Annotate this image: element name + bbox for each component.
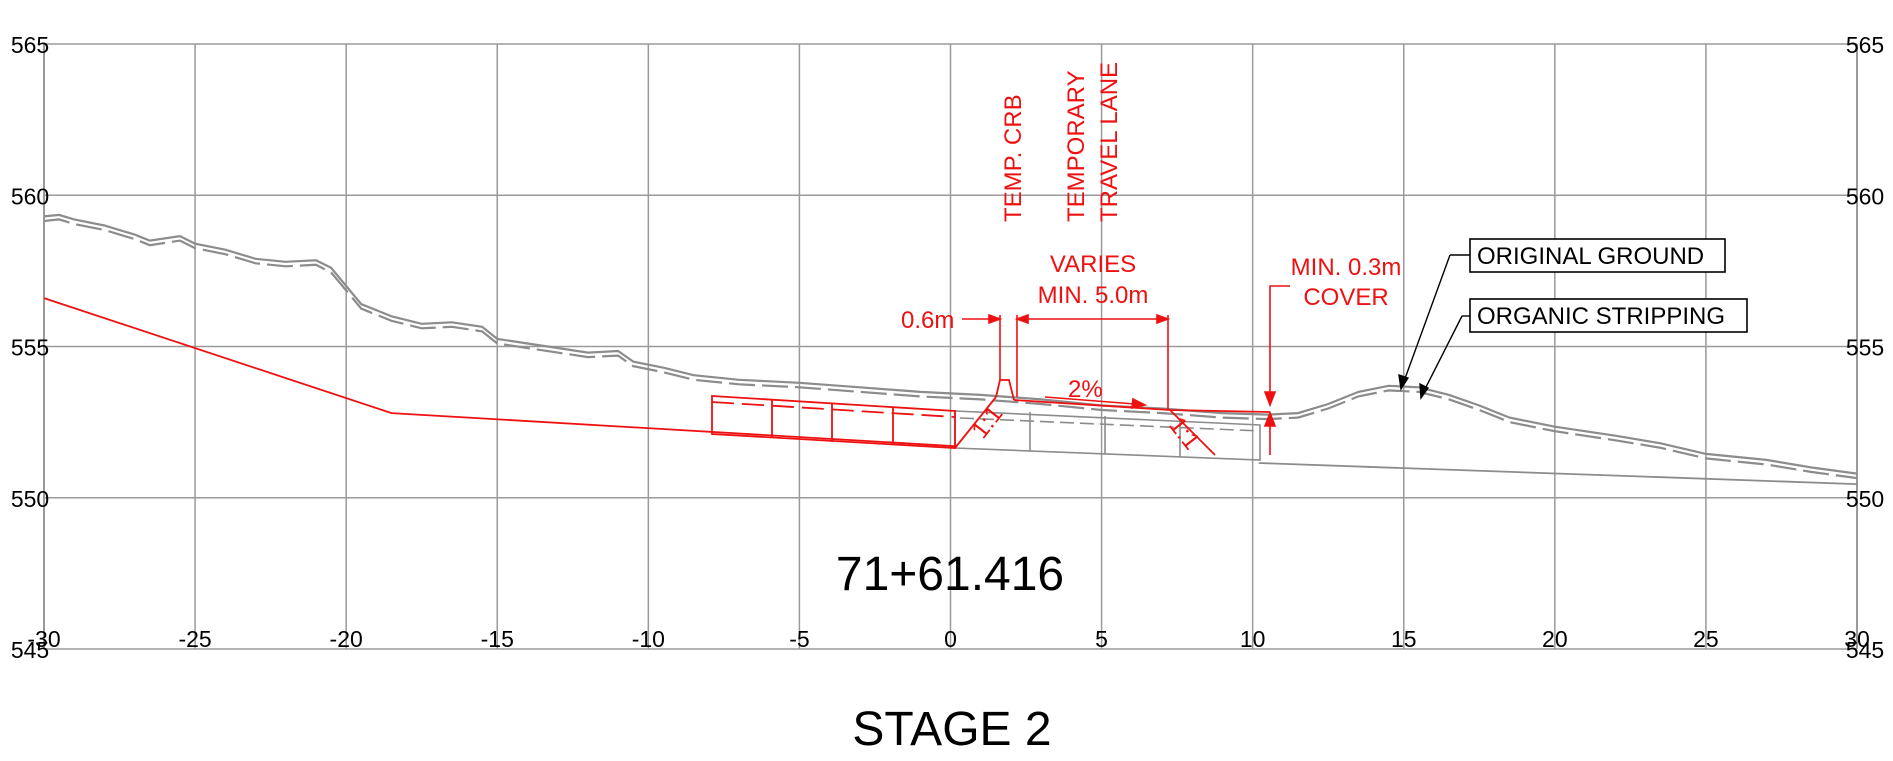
min-cover-leader: [1263, 285, 1290, 455]
x-tick-label: 0: [944, 626, 957, 652]
y-tick-label-left: 560: [11, 183, 49, 209]
y-tick-label-right: 550: [1846, 486, 1884, 512]
slope-ratio-left: 1:1: [966, 401, 1008, 444]
x-tick-label: 15: [1391, 626, 1417, 652]
temporary-travel-lane-surface: [1013, 399, 1271, 456]
y-tick-label-left: 545: [11, 637, 49, 663]
cross-slope-arrow: [1044, 396, 1148, 410]
x-tick-label: -5: [789, 626, 809, 652]
x-tick-label: -10: [632, 626, 665, 652]
original-ground-line: [43, 213, 1858, 475]
stage-title: STAGE 2: [852, 703, 1051, 756]
organic-stripping-line: [43, 218, 1858, 480]
x-tick-label: -20: [330, 626, 363, 652]
cover-label: COVER: [1303, 284, 1388, 311]
x-tick-label: 5: [1095, 626, 1108, 652]
offset-label: 0.6m: [901, 307, 954, 334]
x-tick-label: -30: [27, 626, 60, 652]
y-tick-label-right: 555: [1846, 335, 1884, 361]
organic-stripping-callout: ORGANIC STRIPPING: [1477, 303, 1725, 330]
y-tick-label-left: 565: [11, 32, 49, 58]
x-tick-label: 20: [1542, 626, 1568, 652]
x-tick-label: 25: [1693, 626, 1719, 652]
y-tick-label-right: 560: [1846, 183, 1884, 209]
temporary-pavement-box: [711, 395, 956, 449]
design-fill-slope-line: [43, 297, 957, 448]
callout-leaders: [1398, 254, 1470, 401]
y-tick-label-right: 545: [1846, 637, 1884, 663]
original-ground-callout-box: [1469, 238, 1726, 273]
axis-tick-labels: -30 -25 -20 -15 -10 -5 0 5 10 15 20 25 30 565 565 560 56…: [11, 32, 1884, 663]
min-width-label: MIN. 5.0m: [1038, 282, 1149, 309]
y-tick-label-left: 555: [11, 335, 49, 361]
x-tick-label: 30: [1844, 626, 1870, 652]
grid-lines: [43, 43, 1858, 650]
station-label: 71+61.416: [836, 548, 1064, 601]
slope-ratio-right: 1:1: [1163, 412, 1205, 455]
x-tick-label: 10: [1240, 626, 1266, 652]
y-tick-label-left: 550: [11, 486, 49, 512]
dimension-lane-width: [1014, 313, 1171, 410]
temporary-label: TEMPORARY: [1063, 70, 1090, 222]
min-cover-label: MIN. 0.3m: [1291, 254, 1402, 281]
x-tick-label: -25: [178, 626, 211, 652]
travel-lane-label: TRAVEL LANE: [1096, 62, 1123, 222]
cross-slope-label: 2%: [1068, 376, 1103, 403]
varies-label: VARIES: [1050, 251, 1136, 278]
original-ground-callout: ORIGINAL GROUND: [1477, 243, 1704, 270]
existing-subgrade-line: [1258, 462, 1858, 485]
y-tick-label-right: 565: [1846, 32, 1884, 58]
x-tick-label: -15: [481, 626, 514, 652]
temp-crb-label: TEMP. CRB: [1000, 94, 1027, 222]
dimension-0-6m: [962, 313, 1018, 397]
temporary-crb-barrier: [954, 379, 1015, 449]
organic-stripping-callout-box: [1469, 298, 1748, 333]
